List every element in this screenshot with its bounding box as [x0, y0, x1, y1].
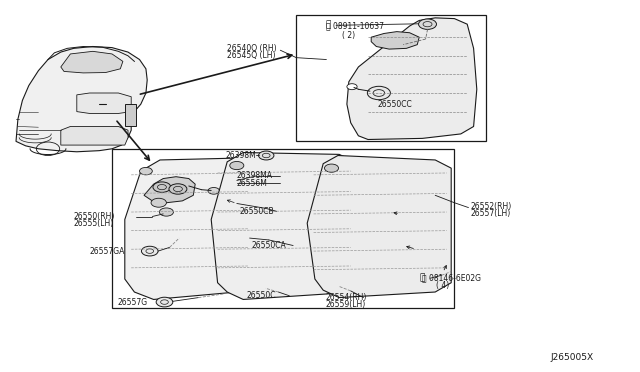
Text: 26550CC: 26550CC — [378, 100, 412, 109]
Text: 26555(LH): 26555(LH) — [74, 219, 114, 228]
Text: Ⓡ 08146-6E02G: Ⓡ 08146-6E02G — [422, 274, 481, 283]
Text: ( 4): ( 4) — [436, 281, 450, 290]
Text: 26550C: 26550C — [246, 291, 276, 300]
Text: 26557G: 26557G — [117, 298, 147, 307]
Polygon shape — [77, 93, 131, 113]
Text: 26559(LH): 26559(LH) — [325, 300, 365, 309]
Polygon shape — [307, 155, 451, 298]
Polygon shape — [61, 126, 128, 145]
Polygon shape — [371, 32, 419, 49]
Text: Ⓡ: Ⓡ — [420, 274, 425, 283]
Text: 26552(RH): 26552(RH) — [470, 202, 511, 211]
Text: 26557(LH): 26557(LH) — [470, 209, 511, 218]
Polygon shape — [125, 158, 253, 299]
Polygon shape — [61, 51, 123, 73]
Circle shape — [208, 187, 220, 194]
Circle shape — [153, 182, 171, 192]
Text: 26398M: 26398M — [226, 151, 257, 160]
Polygon shape — [144, 177, 195, 203]
Text: ( 2): ( 2) — [342, 31, 356, 40]
Circle shape — [169, 184, 187, 194]
Text: 26398MA: 26398MA — [237, 171, 273, 180]
Text: 26540Q (RH): 26540Q (RH) — [227, 44, 277, 53]
Circle shape — [156, 297, 173, 307]
Circle shape — [367, 86, 390, 100]
Circle shape — [141, 246, 158, 256]
Text: 26545Q (LH): 26545Q (LH) — [227, 51, 276, 60]
Circle shape — [151, 198, 166, 207]
Circle shape — [140, 167, 152, 175]
Polygon shape — [211, 153, 355, 299]
Polygon shape — [16, 46, 147, 152]
Text: Ⓝ: Ⓝ — [326, 21, 331, 30]
Text: 26556M: 26556M — [237, 179, 268, 187]
Polygon shape — [125, 104, 136, 126]
Text: 26550CA: 26550CA — [252, 241, 286, 250]
Text: Ⓝ 08911-10637: Ⓝ 08911-10637 — [326, 22, 385, 31]
Circle shape — [159, 208, 173, 216]
Circle shape — [419, 19, 436, 29]
Text: 26554(RH): 26554(RH) — [325, 293, 367, 302]
Circle shape — [230, 161, 244, 170]
Circle shape — [324, 164, 339, 172]
Polygon shape — [347, 18, 477, 140]
Text: 26557GA: 26557GA — [90, 247, 125, 256]
Text: 26550CB: 26550CB — [240, 207, 275, 216]
Circle shape — [259, 151, 274, 160]
Circle shape — [347, 84, 357, 90]
Text: J265005X: J265005X — [550, 353, 593, 362]
Text: 26550(RH): 26550(RH) — [74, 212, 115, 221]
